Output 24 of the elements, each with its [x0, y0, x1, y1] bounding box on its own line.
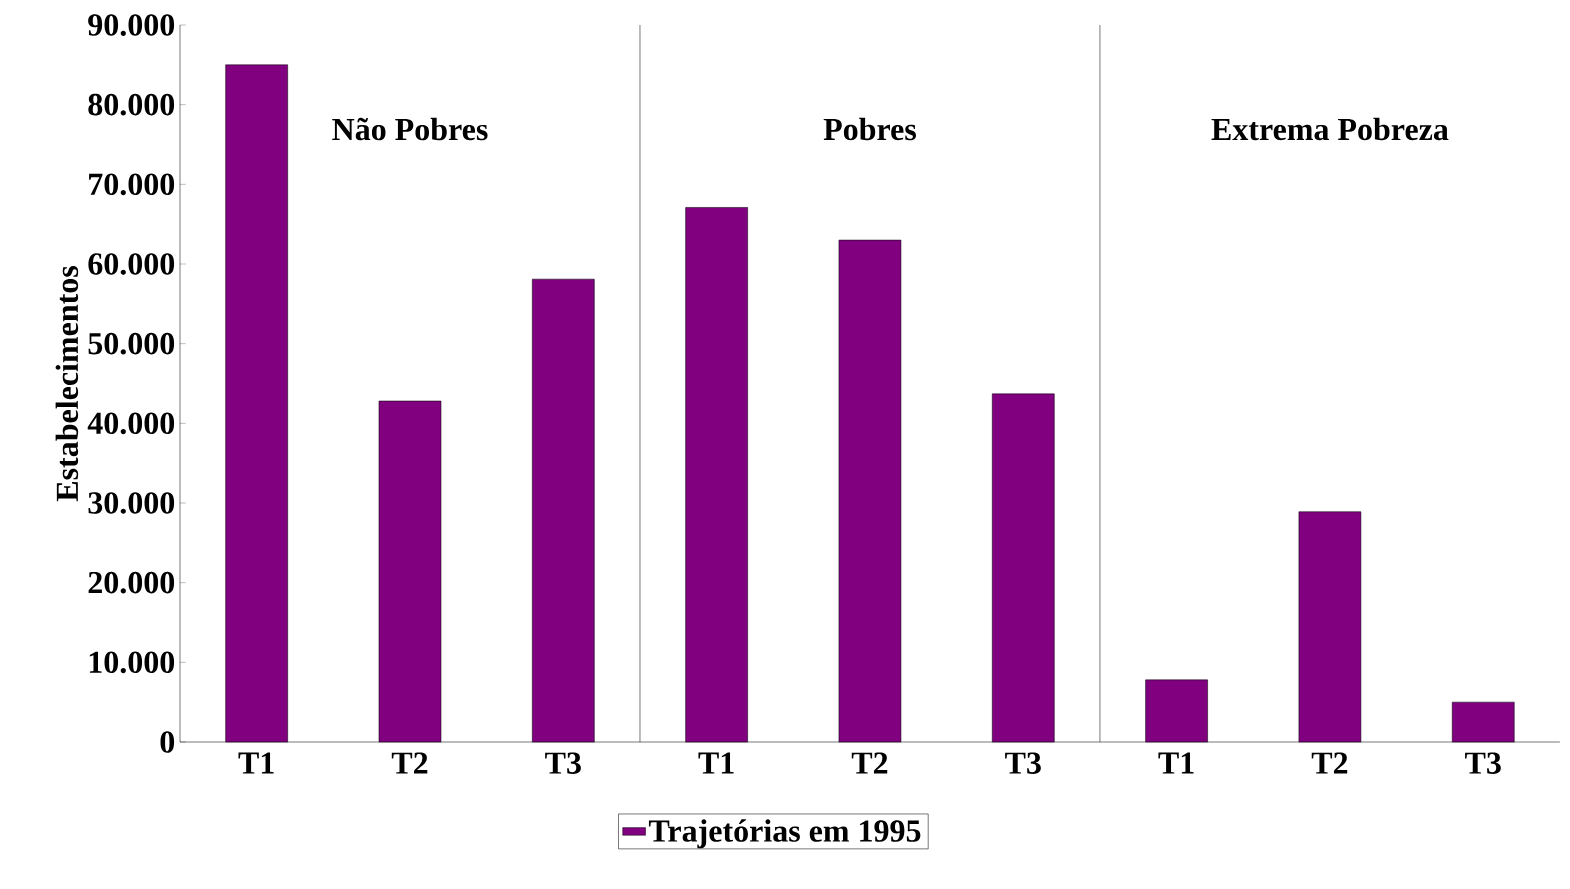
x-tick-label: T3: [1465, 752, 1501, 774]
y-tick-label: 90.000: [88, 14, 175, 36]
annotation: Pobres: [823, 117, 916, 141]
x-tick-label: T2: [851, 752, 888, 774]
y-tick-label: 40.000: [87, 412, 175, 435]
x-tick-label: T1: [698, 752, 734, 774]
y-tick-label: 60.000: [88, 253, 175, 275]
y-tick-label: 50.000: [88, 332, 175, 355]
x-tick-label: T3: [545, 752, 581, 774]
y-axis-title: Estabelecimentos: [55, 266, 79, 502]
legend-label: Trajetórias em 1995: [648, 819, 921, 849]
x-tick-label: T1: [1158, 752, 1194, 774]
y-tick-label: 20.000: [88, 571, 175, 594]
y-tick-label: 70.000: [89, 173, 175, 196]
x-tick-label: T1: [238, 752, 274, 774]
x-tick-label: T2: [391, 752, 428, 774]
x-tick-label: T2: [1311, 752, 1348, 774]
y-tick-label: 30.000: [88, 492, 175, 514]
y-tick-label: 80.000: [88, 93, 175, 116]
y-tick-label: 10.000: [89, 651, 175, 674]
annotation: Não Pobres: [332, 117, 488, 141]
y-tick-label: 0: [160, 731, 175, 753]
x-tick-label: T3: [1005, 752, 1041, 774]
annotation: Extrema Pobreza: [1211, 117, 1449, 141]
